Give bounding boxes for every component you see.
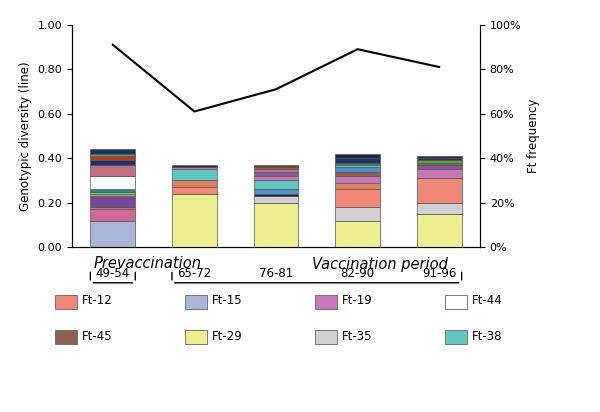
- Text: Prevaccination: Prevaccination: [94, 257, 202, 272]
- Bar: [91, 189, 135, 192]
- Bar: [91, 156, 135, 160]
- Bar: [172, 169, 217, 180]
- Bar: [254, 176, 298, 180]
- Bar: [91, 165, 135, 176]
- Y-axis label: Ft frequency: Ft frequency: [527, 99, 540, 173]
- Bar: [55, 330, 77, 344]
- Bar: [254, 169, 298, 172]
- Bar: [417, 160, 461, 163]
- Bar: [254, 196, 298, 203]
- Bar: [185, 295, 207, 309]
- Text: Ft-15: Ft-15: [212, 295, 242, 307]
- Text: Ft-44: Ft-44: [472, 295, 503, 307]
- Bar: [417, 169, 461, 178]
- Bar: [254, 194, 298, 196]
- Bar: [172, 167, 217, 169]
- Bar: [254, 172, 298, 176]
- Bar: [91, 176, 135, 189]
- Bar: [335, 207, 380, 220]
- Bar: [172, 187, 217, 194]
- Bar: [335, 190, 380, 207]
- Bar: [172, 165, 217, 167]
- Text: Ft-29: Ft-29: [212, 330, 243, 342]
- Y-axis label: Genotypic diversity (line): Genotypic diversity (line): [19, 61, 32, 211]
- Bar: [185, 330, 207, 344]
- Bar: [91, 160, 135, 165]
- Bar: [254, 165, 298, 167]
- Text: Ft-45: Ft-45: [82, 330, 113, 342]
- Bar: [315, 295, 337, 309]
- Bar: [91, 196, 135, 207]
- Bar: [335, 163, 380, 165]
- Bar: [172, 180, 217, 187]
- Bar: [417, 214, 461, 247]
- Bar: [417, 156, 461, 158]
- Bar: [254, 203, 298, 247]
- Text: Ft-12: Ft-12: [82, 295, 113, 307]
- Bar: [417, 178, 461, 203]
- Bar: [445, 330, 467, 344]
- Bar: [417, 163, 461, 165]
- Bar: [91, 192, 135, 194]
- Text: Ft-19: Ft-19: [342, 295, 373, 307]
- Bar: [335, 158, 380, 163]
- Text: Ft-38: Ft-38: [472, 330, 503, 342]
- Text: Vaccination period: Vaccination period: [312, 257, 448, 272]
- Text: Ft-35: Ft-35: [342, 330, 373, 342]
- Bar: [417, 203, 461, 214]
- Bar: [335, 172, 380, 176]
- Bar: [335, 167, 380, 172]
- Bar: [55, 295, 77, 309]
- Bar: [91, 207, 135, 209]
- Bar: [91, 150, 135, 154]
- Bar: [417, 165, 461, 169]
- Bar: [172, 194, 217, 247]
- Bar: [254, 167, 298, 169]
- Bar: [254, 190, 298, 194]
- Bar: [335, 176, 380, 183]
- Bar: [91, 154, 135, 156]
- Bar: [335, 183, 380, 190]
- Bar: [335, 154, 380, 158]
- Bar: [315, 330, 337, 344]
- Bar: [91, 209, 135, 220]
- Bar: [254, 180, 298, 190]
- Bar: [91, 220, 135, 247]
- Bar: [335, 220, 380, 247]
- Bar: [417, 158, 461, 160]
- Bar: [91, 194, 135, 196]
- Bar: [335, 165, 380, 167]
- Bar: [445, 295, 467, 309]
